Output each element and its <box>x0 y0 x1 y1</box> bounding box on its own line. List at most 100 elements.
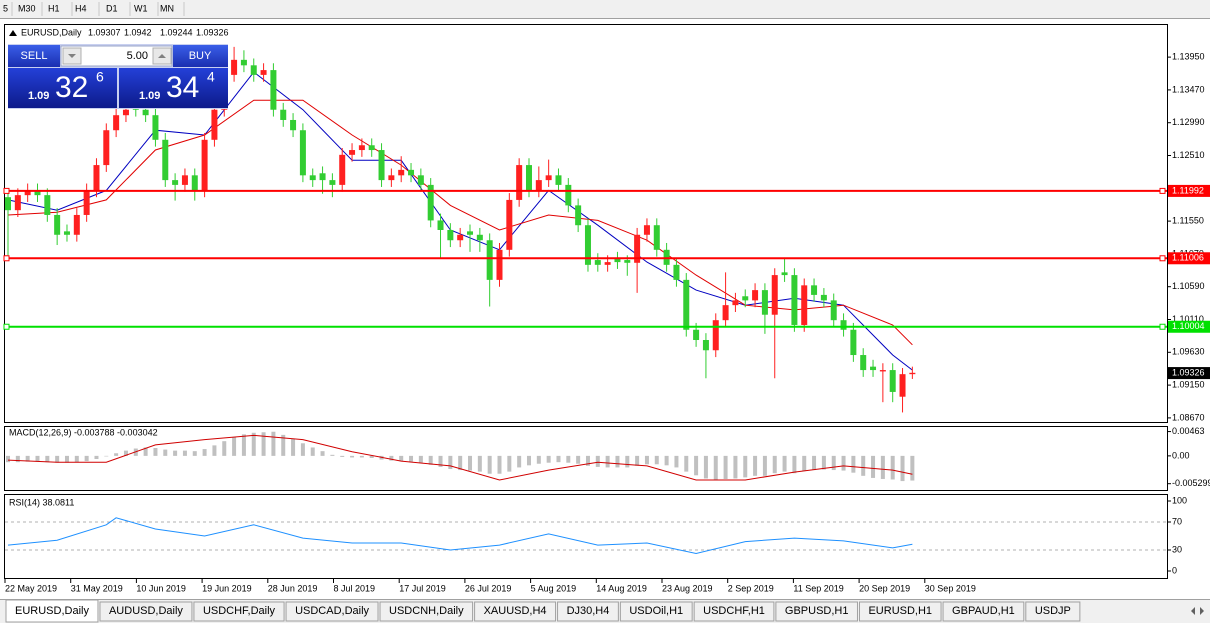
macd-bar <box>880 455 885 479</box>
tab[interactable] <box>379 601 474 622</box>
tab[interactable] <box>557 601 619 622</box>
y-tick-label: 1.12990 <box>1172 117 1205 127</box>
tab-label[interactable]: GBPAUD,H1 <box>952 605 1015 617</box>
macd-bar <box>595 455 600 467</box>
timeframe-button[interactable]: M30 <box>18 3 36 13</box>
level-tag-label: 1.10004 <box>1172 321 1205 331</box>
timeframe-button[interactable]: 5 <box>3 3 8 13</box>
chart-tab[interactable]: USDCHF,Daily <box>193 601 285 622</box>
tab[interactable] <box>474 601 557 622</box>
timeframe-button[interactable]: H1 <box>48 3 60 13</box>
macd-bar <box>684 455 689 472</box>
price-box[interactable] <box>8 68 117 108</box>
level-handle[interactable] <box>3 187 10 194</box>
collapse-icon[interactable] <box>9 30 17 36</box>
tab-scroll-right[interactable] <box>1200 607 1204 615</box>
chart-tab[interactable]: USDCAD,Daily <box>285 601 379 622</box>
sell-button[interactable] <box>8 45 60 67</box>
timeframe-button[interactable]: H4 <box>75 3 87 13</box>
tab-label[interactable]: GBPUSD,H1 <box>785 605 849 617</box>
tab[interactable] <box>693 601 775 622</box>
tab-label[interactable]: EURUSD,Daily <box>15 605 89 617</box>
chart-tab[interactable]: GBPUSD,H1 <box>775 601 858 622</box>
candle-body <box>34 190 41 196</box>
candle-body <box>624 260 631 263</box>
tab-label[interactable]: USDOil,H1 <box>629 605 683 617</box>
macd-bar <box>615 455 620 468</box>
chart-tab[interactable]: USDCHF,H1 <box>693 601 775 622</box>
tab[interactable] <box>99 601 193 622</box>
tab-label[interactable]: EURUSD,H1 <box>868 605 932 617</box>
tab-label[interactable]: USDJP <box>1035 605 1071 617</box>
candle-body <box>722 305 729 321</box>
candle-body <box>820 294 827 301</box>
tab[interactable] <box>285 601 379 622</box>
level-handle[interactable] <box>1159 187 1166 194</box>
tab-label[interactable]: AUDUSD,Daily <box>109 605 183 617</box>
x-tick-label: 30 Sep 2019 <box>925 583 976 593</box>
tab[interactable] <box>193 601 285 622</box>
macd-signal <box>7 434 913 481</box>
macd-bar <box>831 455 836 471</box>
y-tick-label: 0 <box>1172 565 1177 575</box>
price-box[interactable] <box>119 68 228 108</box>
macd-bar <box>566 455 571 463</box>
tab[interactable] <box>619 601 693 622</box>
candle-body <box>535 180 542 191</box>
level-handle[interactable] <box>1159 323 1166 330</box>
tab[interactable] <box>942 601 1025 622</box>
macd-bar <box>782 455 787 472</box>
sell-label[interactable]: SELL <box>21 50 48 62</box>
chart-tab[interactable]: GBPAUD,H1 <box>942 601 1025 622</box>
chart-tab[interactable]: EURUSD,Daily <box>5 599 99 623</box>
tab-scroll-left[interactable] <box>1191 607 1195 615</box>
macd-bar <box>654 455 659 465</box>
macd-bar <box>625 455 630 468</box>
tab[interactable] <box>858 601 942 622</box>
level-handle[interactable] <box>3 323 10 330</box>
ohlc-low: 1.09244 <box>160 27 193 37</box>
buy-label[interactable]: BUY <box>189 50 212 62</box>
candle-body <box>319 173 326 181</box>
level-handle[interactable] <box>3 255 10 262</box>
tab-label[interactable]: USDCHF,H1 <box>703 605 765 617</box>
x-tick-label: 10 Jun 2019 <box>136 583 186 593</box>
candle-body <box>309 175 316 181</box>
macd-bar <box>291 438 296 456</box>
macd-bar <box>202 449 207 456</box>
candle-body <box>614 258 621 263</box>
tab[interactable] <box>5 599 99 623</box>
tab-label[interactable]: USDCHF,Daily <box>203 605 276 617</box>
chart-tab[interactable]: USDOil,H1 <box>619 601 693 622</box>
timeframe-button[interactable]: D1 <box>106 3 118 13</box>
buy-button[interactable] <box>173 45 228 67</box>
tab[interactable] <box>775 601 858 622</box>
chart-tab[interactable]: AUDUSD,Daily <box>99 601 193 622</box>
macd-bar <box>25 455 30 462</box>
macd-bar <box>418 455 423 463</box>
y-tick-label: 1.10110 <box>1172 314 1204 324</box>
x-tick-label: 28 Jun 2019 <box>268 583 318 593</box>
y-tick-label: 1.12510 <box>1172 150 1205 160</box>
chart-tab[interactable]: EURUSD,H1 <box>858 601 942 622</box>
timeframe-button[interactable]: W1 <box>134 3 148 13</box>
tab-label[interactable]: USDCNH,Daily <box>389 605 464 617</box>
tab-label[interactable]: USDCAD,Daily <box>295 605 369 617</box>
candle-body <box>270 70 277 110</box>
macd-bar <box>55 455 60 463</box>
chart-tab[interactable]: USDJP <box>1025 601 1081 622</box>
price-big: 1.09 <box>28 90 49 102</box>
tab-label[interactable]: XAUUSD,H4 <box>484 605 547 617</box>
macd-bar <box>74 455 79 463</box>
level-handle[interactable] <box>1159 255 1166 262</box>
chart-tab[interactable]: DJ30,H4 <box>557 601 619 622</box>
candle-body <box>299 130 306 176</box>
lots-box[interactable] <box>60 45 173 67</box>
timeframe-button[interactable]: MN <box>160 3 174 13</box>
lots-value[interactable]: 5.00 <box>127 50 148 62</box>
candle-body <box>73 214 80 235</box>
tab[interactable] <box>1025 601 1081 622</box>
chart-tab[interactable]: XAUUSD,H4 <box>474 601 557 622</box>
tab-label[interactable]: DJ30,H4 <box>567 605 610 617</box>
chart-tab[interactable]: USDCNH,Daily <box>379 601 474 622</box>
